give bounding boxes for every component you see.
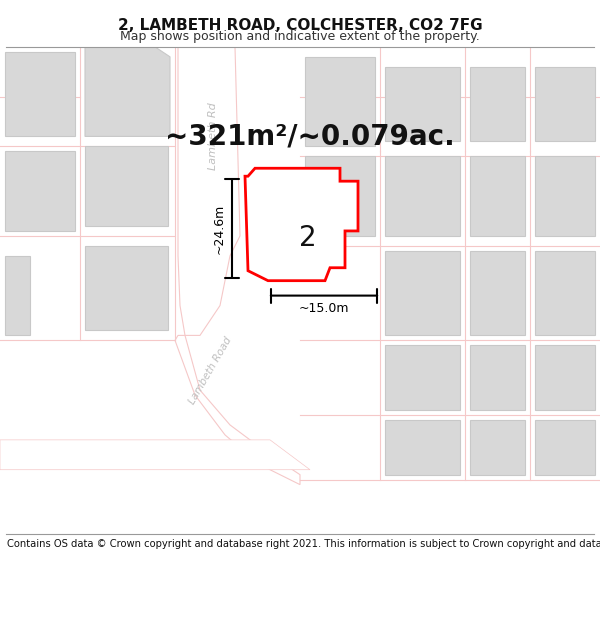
- Text: 2, LAMBETH ROAD, COLCHESTER, CO2 7FG: 2, LAMBETH ROAD, COLCHESTER, CO2 7FG: [118, 18, 482, 32]
- Text: Lambeth Road: Lambeth Road: [187, 335, 233, 406]
- Text: 2: 2: [299, 224, 317, 252]
- Polygon shape: [385, 156, 460, 236]
- Text: Contains OS data © Crown copyright and database right 2021. This information is : Contains OS data © Crown copyright and d…: [7, 539, 600, 549]
- Polygon shape: [5, 256, 30, 336]
- Polygon shape: [470, 251, 525, 336]
- Polygon shape: [535, 420, 595, 474]
- Polygon shape: [5, 151, 75, 231]
- Polygon shape: [470, 346, 525, 410]
- Text: ~321m²/~0.079ac.: ~321m²/~0.079ac.: [165, 122, 455, 151]
- Polygon shape: [470, 156, 525, 236]
- Polygon shape: [255, 176, 310, 221]
- Text: Lambeth Rd: Lambeth Rd: [208, 102, 218, 170]
- Polygon shape: [175, 336, 300, 484]
- Text: ~24.6m: ~24.6m: [212, 203, 226, 254]
- Polygon shape: [305, 57, 375, 146]
- Polygon shape: [385, 346, 460, 410]
- Polygon shape: [305, 156, 375, 236]
- Polygon shape: [85, 47, 170, 136]
- Polygon shape: [535, 346, 595, 410]
- Polygon shape: [245, 168, 358, 281]
- Polygon shape: [0, 440, 310, 470]
- Polygon shape: [385, 251, 460, 336]
- Polygon shape: [535, 251, 595, 336]
- Polygon shape: [470, 420, 525, 474]
- Polygon shape: [85, 146, 168, 226]
- Polygon shape: [5, 52, 75, 136]
- Polygon shape: [385, 67, 460, 141]
- Polygon shape: [535, 156, 595, 236]
- Polygon shape: [535, 67, 595, 141]
- Polygon shape: [470, 67, 525, 141]
- Polygon shape: [385, 420, 460, 474]
- Polygon shape: [85, 246, 168, 331]
- Text: Map shows position and indicative extent of the property.: Map shows position and indicative extent…: [120, 30, 480, 43]
- Text: ~15.0m: ~15.0m: [299, 302, 349, 315]
- Polygon shape: [178, 47, 240, 336]
